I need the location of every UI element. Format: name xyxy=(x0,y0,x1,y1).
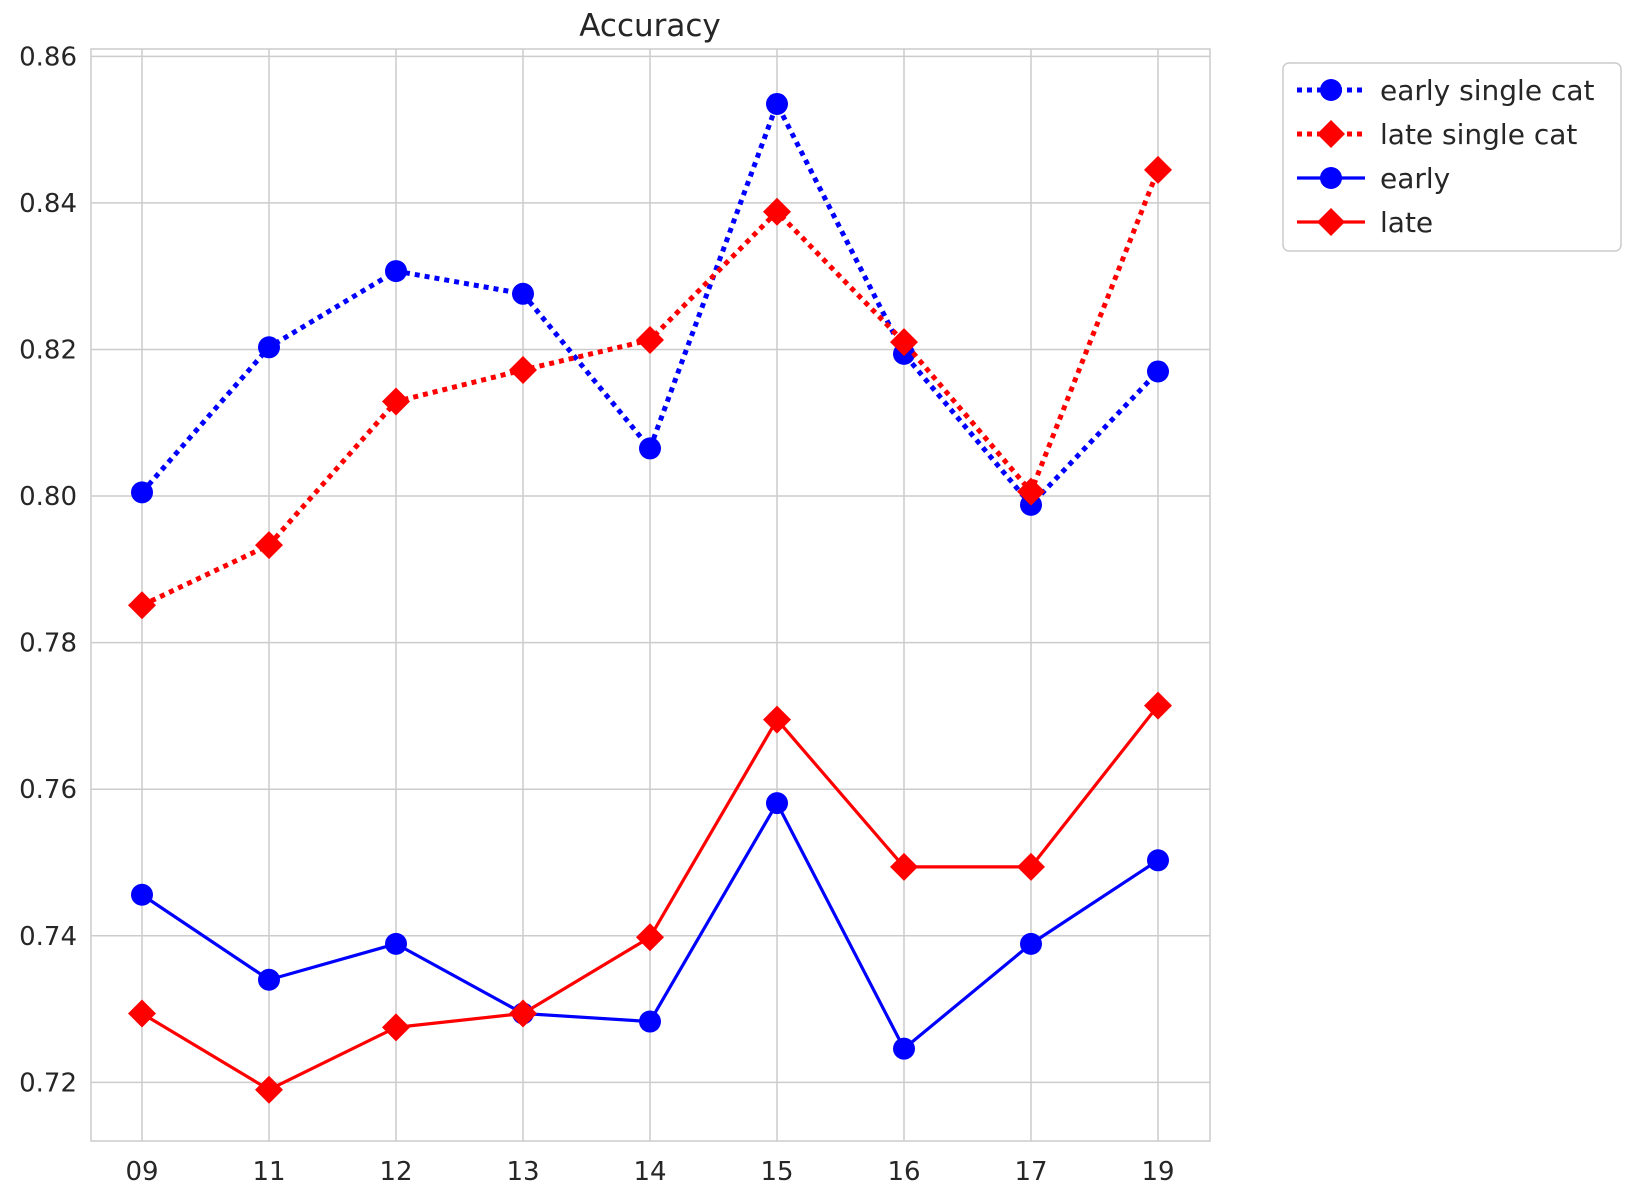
data-point xyxy=(255,1075,283,1104)
data-point xyxy=(385,932,407,955)
series-late xyxy=(128,691,1172,1104)
legend-marker xyxy=(1320,167,1342,189)
y-tick-label: 0.74 xyxy=(19,922,77,952)
x-tick-label: 15 xyxy=(760,1157,793,1187)
x-tick-label: 09 xyxy=(125,1157,158,1187)
legend: early single cat late single cat early late xyxy=(1282,62,1622,252)
legend-label: late xyxy=(1380,206,1433,239)
data-point xyxy=(385,260,407,283)
data-point xyxy=(1017,477,1045,506)
data-point xyxy=(255,531,283,560)
data-point xyxy=(1144,691,1172,720)
chart-title: Accuracy xyxy=(579,8,721,44)
data-point xyxy=(636,923,664,952)
x-tick-label: 11 xyxy=(252,1157,285,1187)
data-point xyxy=(763,197,791,226)
data-point xyxy=(890,852,918,881)
data-point xyxy=(639,1010,661,1033)
data-point xyxy=(512,282,534,305)
y-tick-label: 0.86 xyxy=(19,42,77,72)
y-tick-label: 0.84 xyxy=(19,189,77,219)
data-point xyxy=(1147,849,1169,872)
legend-marker xyxy=(1320,79,1342,101)
data-point xyxy=(893,1037,915,1060)
data-point xyxy=(766,92,788,115)
legend-marker xyxy=(1317,120,1345,148)
data-point xyxy=(763,705,791,734)
data-point xyxy=(509,356,537,385)
data-point xyxy=(382,387,410,416)
series-late-single-cat xyxy=(128,155,1172,620)
x-tick-label: 17 xyxy=(1014,1157,1047,1187)
data-point xyxy=(509,999,537,1028)
series xyxy=(128,92,1172,1104)
y-tick-label: 0.76 xyxy=(19,775,77,805)
plot-frame xyxy=(90,48,1211,1142)
legend-item: late single cat xyxy=(1297,118,1577,151)
x-tick-label: 19 xyxy=(1141,1157,1174,1187)
legend-item: early single cat xyxy=(1297,74,1594,107)
x-tick-label: 13 xyxy=(506,1157,539,1187)
data-point xyxy=(131,481,153,504)
data-point xyxy=(131,883,153,906)
y-tick-label: 0.72 xyxy=(19,1068,77,1098)
data-point xyxy=(1020,932,1042,955)
y-tick-label: 0.82 xyxy=(19,335,77,365)
y-tick-label: 0.80 xyxy=(19,482,77,512)
data-point xyxy=(1147,360,1169,383)
data-point xyxy=(1017,852,1045,881)
series-early xyxy=(131,792,1169,1060)
data-point xyxy=(258,968,280,991)
data-point xyxy=(1144,155,1172,184)
axis-ticks: 09 11 12 13 14 15 16 17 19 0.72 0.74 0.76 0.78 0.80 0.… xyxy=(19,42,1174,1187)
y-tick-label: 0.78 xyxy=(19,629,77,659)
data-point xyxy=(382,1013,410,1042)
data-point xyxy=(890,328,918,357)
legend-label: late single cat xyxy=(1380,118,1577,151)
data-point xyxy=(766,792,788,815)
legend-marker xyxy=(1317,208,1345,236)
data-point xyxy=(128,999,156,1028)
data-point xyxy=(639,437,661,460)
legend-item: early xyxy=(1297,162,1450,195)
x-tick-label: 12 xyxy=(379,1157,412,1187)
x-tick-label: 16 xyxy=(887,1157,920,1187)
data-point xyxy=(128,591,156,620)
data-point xyxy=(258,336,280,359)
legend-box xyxy=(1282,62,1622,252)
legend-item: late xyxy=(1297,206,1433,239)
data-point xyxy=(636,325,664,354)
x-tick-label: 14 xyxy=(633,1157,666,1187)
legend-label: early single cat xyxy=(1380,74,1594,107)
legend-label: early xyxy=(1380,162,1450,195)
